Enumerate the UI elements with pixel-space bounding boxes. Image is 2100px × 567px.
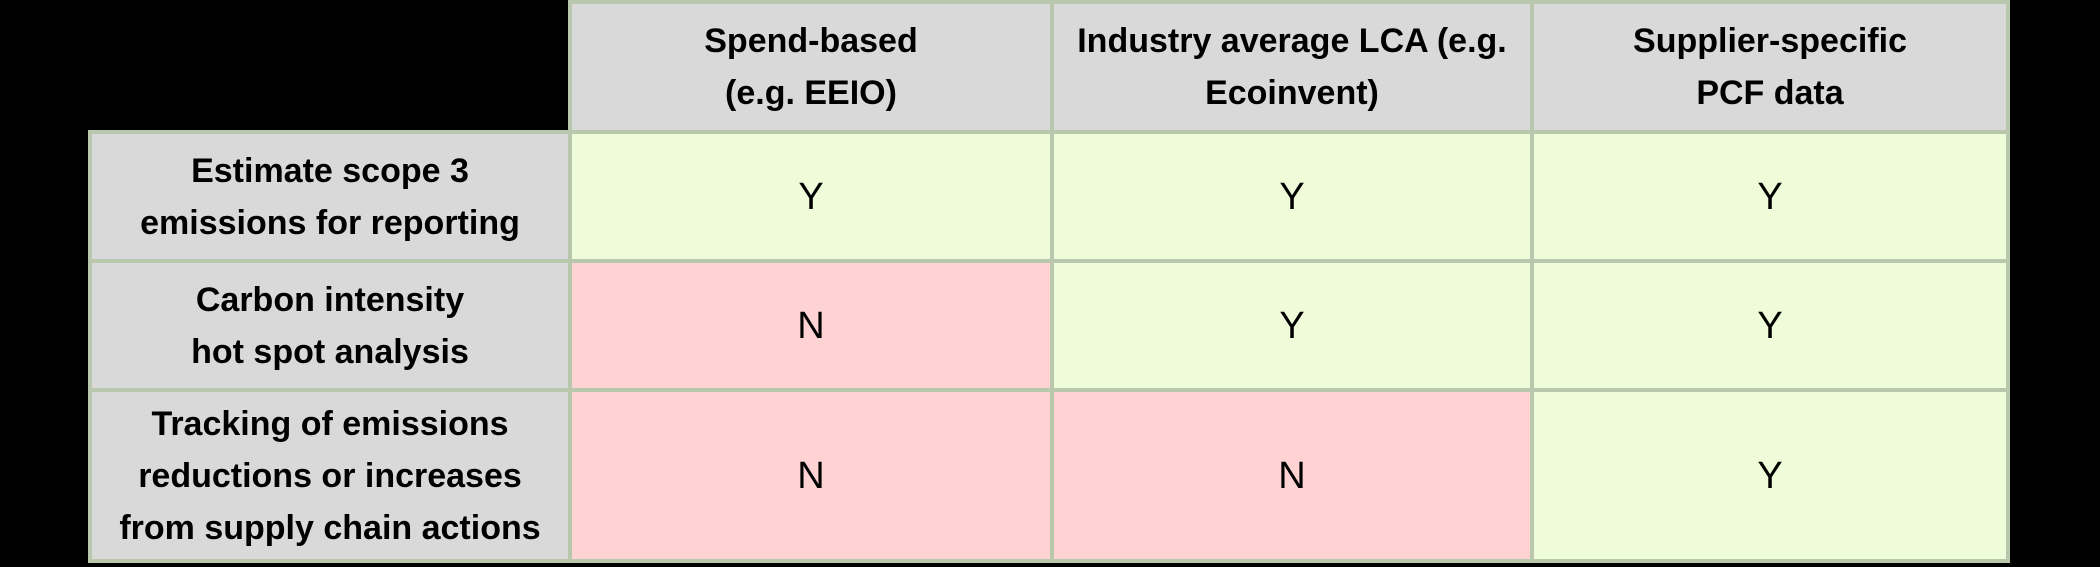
column-header-supplier-specific-pcf: Supplier-specific PCF data bbox=[1534, 4, 2006, 130]
cell-hotspot-supplier-pcf: Y bbox=[1534, 263, 2006, 388]
row-header-carbon-intensity-hotspot: Carbon intensity hot spot analysis bbox=[92, 263, 568, 388]
cell-tracking-industry-lca: N bbox=[1054, 392, 1530, 559]
cell-tracking-supplier-pcf: Y bbox=[1534, 392, 2006, 559]
cell-reporting-industry-lca: Y bbox=[1054, 134, 1530, 259]
column-header-spend-based: Spend-based (e.g. EEIO) bbox=[572, 4, 1050, 130]
column-header-industry-average-lca: Industry average LCA (e.g. Ecoinvent) bbox=[1054, 4, 1530, 130]
cell-tracking-spend: N bbox=[572, 392, 1050, 559]
comparison-table: Spend-based (e.g. EEIO) Industry average… bbox=[88, 0, 2010, 563]
cell-reporting-spend: Y bbox=[572, 134, 1050, 259]
cell-hotspot-industry-lca: Y bbox=[1054, 263, 1530, 388]
row-header-tracking-emissions-reductions: Tracking of emissions reductions or incr… bbox=[92, 392, 568, 559]
row-header-estimate-scope3-reporting: Estimate scope 3 emissions for reporting bbox=[92, 134, 568, 259]
corner-spacer bbox=[88, 0, 568, 130]
cell-reporting-supplier-pcf: Y bbox=[1534, 134, 2006, 259]
cell-hotspot-spend: N bbox=[572, 263, 1050, 388]
